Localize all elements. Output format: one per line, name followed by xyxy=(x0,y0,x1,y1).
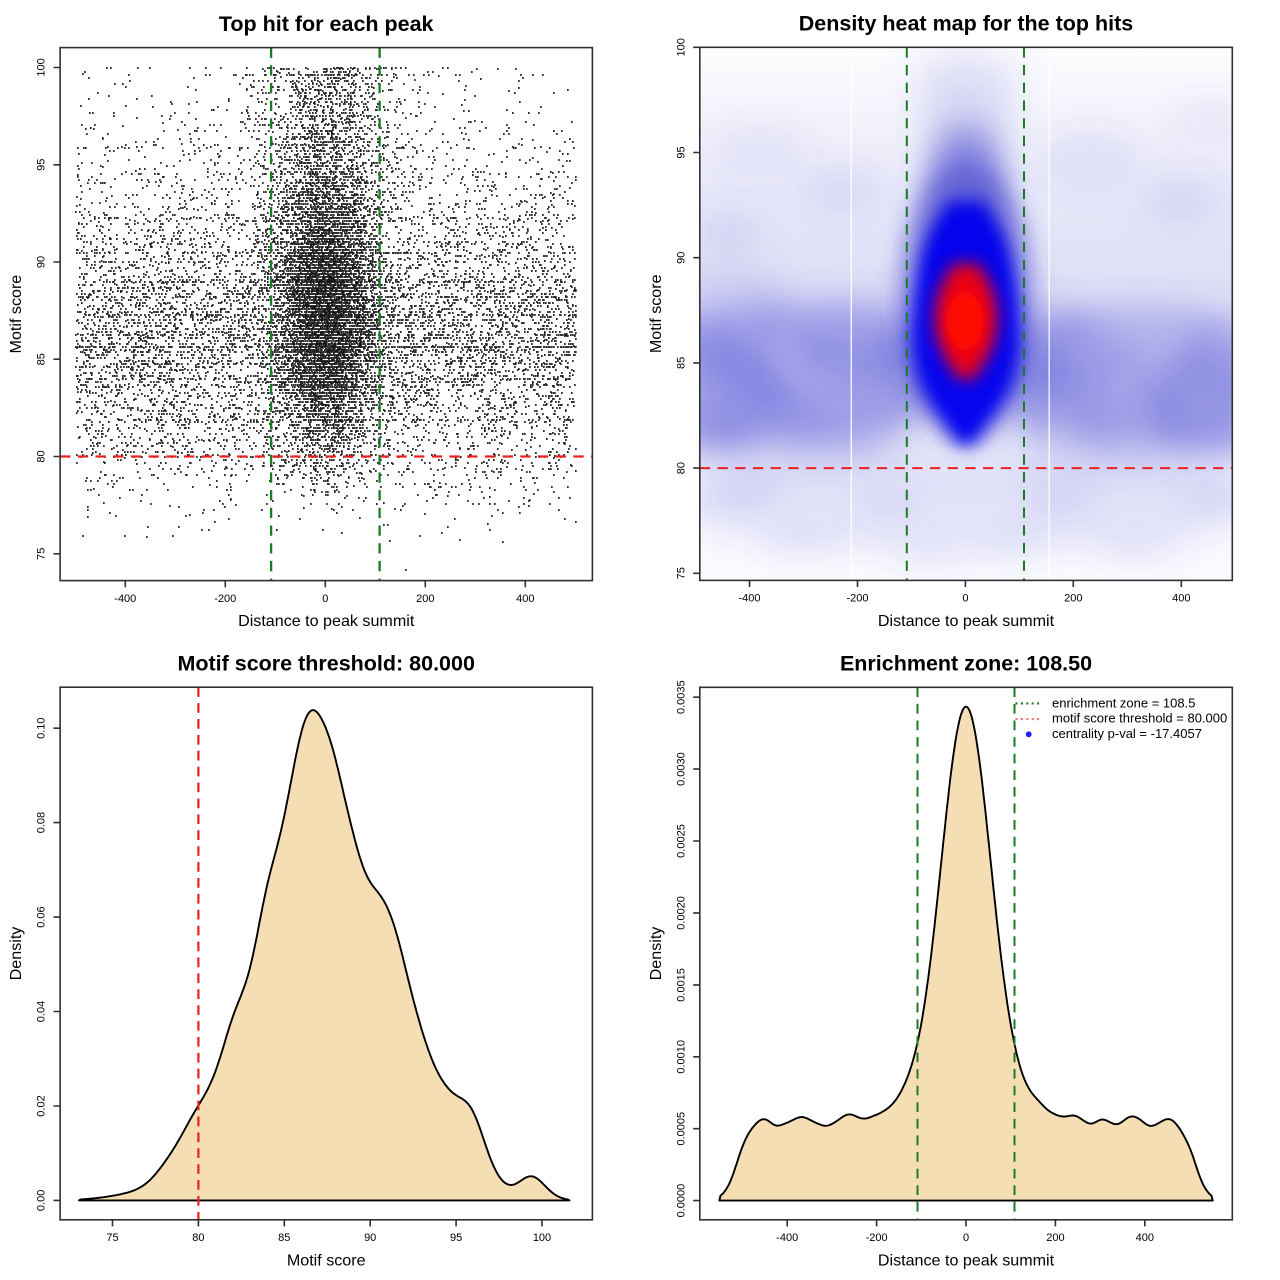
svg-text:Distance to peak summit: Distance to peak summit xyxy=(878,1251,1055,1269)
svg-text:95: 95 xyxy=(675,146,687,158)
svg-text:400: 400 xyxy=(1172,593,1190,605)
svg-text:Density heat map for the top h: Density heat map for the top hits xyxy=(799,12,1134,36)
svg-text:0.06: 0.06 xyxy=(36,906,48,927)
svg-text:100: 100 xyxy=(675,38,687,56)
svg-text:0.0030: 0.0030 xyxy=(675,752,687,786)
svg-text:0.04: 0.04 xyxy=(36,1001,48,1022)
svg-text:400: 400 xyxy=(1136,1232,1154,1244)
svg-text:-200: -200 xyxy=(214,593,236,605)
svg-text:100: 100 xyxy=(36,58,48,76)
svg-text:100: 100 xyxy=(533,1232,551,1244)
svg-text:-400: -400 xyxy=(114,593,136,605)
svg-text:Motif score: Motif score xyxy=(7,275,25,354)
svg-text:85: 85 xyxy=(36,353,48,365)
svg-text:Density: Density xyxy=(647,926,665,981)
svg-text:0.08: 0.08 xyxy=(36,812,48,833)
svg-text:Motif score threshold: 80.000: Motif score threshold: 80.000 xyxy=(177,652,475,676)
svg-text:0: 0 xyxy=(963,1232,969,1244)
svg-text:Motif score: Motif score xyxy=(287,1251,366,1269)
svg-text:enrichment zone = 108.5: enrichment zone = 108.5 xyxy=(1052,695,1195,710)
svg-text:75: 75 xyxy=(106,1232,118,1244)
svg-text:0.0035: 0.0035 xyxy=(675,680,687,714)
svg-text:Distance to peak summit: Distance to peak summit xyxy=(238,612,415,630)
svg-text:0.0000: 0.0000 xyxy=(675,1184,687,1218)
svg-text:0.0010: 0.0010 xyxy=(675,1040,687,1074)
svg-text:Enrichment zone: 108.50: Enrichment zone: 108.50 xyxy=(840,652,1092,676)
svg-text:400: 400 xyxy=(516,593,534,605)
svg-text:85: 85 xyxy=(278,1232,290,1244)
svg-text:200: 200 xyxy=(1064,593,1082,605)
svg-text:centrality p-val = -17.4057: centrality p-val = -17.4057 xyxy=(1052,726,1202,741)
svg-text:0.00: 0.00 xyxy=(36,1190,48,1211)
svg-text:200: 200 xyxy=(1046,1232,1064,1244)
svg-text:0.0015: 0.0015 xyxy=(675,968,687,1002)
svg-text:0.0005: 0.0005 xyxy=(675,1112,687,1146)
svg-text:80: 80 xyxy=(675,462,687,474)
svg-text:-200: -200 xyxy=(846,593,868,605)
svg-text:0.0025: 0.0025 xyxy=(675,824,687,858)
svg-text:0.02: 0.02 xyxy=(36,1095,48,1116)
svg-text:85: 85 xyxy=(675,357,687,369)
svg-text:motif score threshold = 80.000: motif score threshold = 80.000 xyxy=(1052,711,1227,726)
svg-text:95: 95 xyxy=(450,1232,462,1244)
svg-text:0.0020: 0.0020 xyxy=(675,896,687,930)
svg-text:90: 90 xyxy=(364,1232,376,1244)
svg-text:Top hit for each peak: Top hit for each peak xyxy=(219,12,434,36)
svg-text:75: 75 xyxy=(675,567,687,579)
svg-text:-200: -200 xyxy=(866,1232,888,1244)
svg-text:95: 95 xyxy=(36,159,48,171)
svg-text:-400: -400 xyxy=(738,593,760,605)
svg-text:Distance to peak summit: Distance to peak summit xyxy=(878,612,1055,630)
svg-text:Motif score: Motif score xyxy=(647,274,665,353)
svg-text:90: 90 xyxy=(675,252,687,264)
svg-text:Density: Density xyxy=(7,926,25,981)
svg-text:80: 80 xyxy=(192,1232,204,1244)
svg-text:0.10: 0.10 xyxy=(36,717,48,738)
svg-text:-400: -400 xyxy=(776,1232,798,1244)
svg-text:200: 200 xyxy=(416,593,434,605)
svg-text:75: 75 xyxy=(36,548,48,560)
svg-text:0: 0 xyxy=(962,593,968,605)
svg-text:80: 80 xyxy=(36,450,48,462)
svg-text:90: 90 xyxy=(36,256,48,268)
svg-text:0: 0 xyxy=(322,593,328,605)
